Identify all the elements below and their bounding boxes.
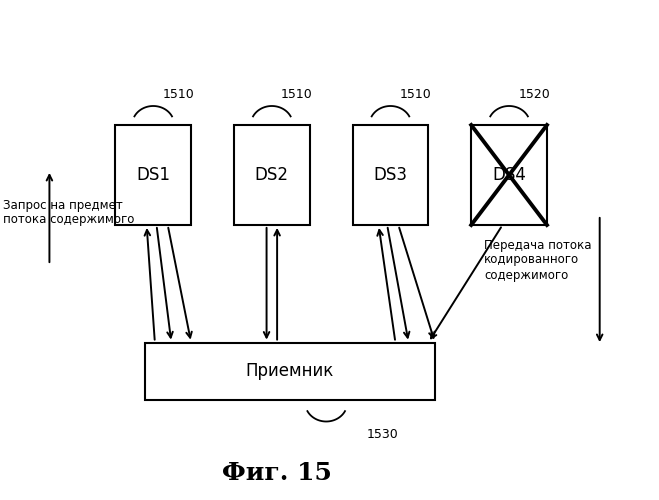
Text: Передача потока
кодированного
содержимого: Передача потока кодированного содержимог… <box>484 238 592 282</box>
Text: 1510: 1510 <box>281 88 313 101</box>
Text: Запрос на предмет
потока содержимого: Запрос на предмет потока содержимого <box>3 198 134 226</box>
Text: DS3: DS3 <box>374 166 407 184</box>
Bar <box>115 125 191 225</box>
Text: Приемник: Приемник <box>246 362 334 380</box>
Bar <box>145 342 435 400</box>
Text: DS4: DS4 <box>492 166 526 184</box>
Bar <box>234 125 310 225</box>
Text: Фиг. 15: Фиг. 15 <box>222 460 331 484</box>
Text: 1530: 1530 <box>366 428 398 440</box>
Bar <box>471 125 547 225</box>
Text: 1510: 1510 <box>162 88 194 101</box>
Text: 1520: 1520 <box>518 88 550 101</box>
Text: 1510: 1510 <box>399 88 432 101</box>
Text: DS1: DS1 <box>136 166 170 184</box>
Text: DS2: DS2 <box>255 166 289 184</box>
Bar <box>353 125 428 225</box>
